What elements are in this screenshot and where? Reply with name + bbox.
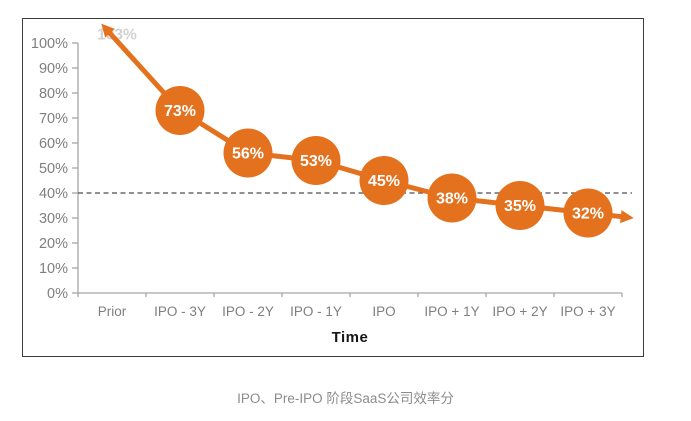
x-category-label: IPO + 2Y xyxy=(492,304,547,319)
data-point-label: 45% xyxy=(368,173,400,190)
data-point-label: 56% xyxy=(232,146,264,163)
x-category-label: IPO + 3Y xyxy=(560,304,615,319)
y-tick-label: 30% xyxy=(39,211,68,227)
data-point-bubble xyxy=(291,136,341,185)
y-tick-label: 90% xyxy=(39,61,68,77)
y-tick-label: 60% xyxy=(39,136,68,152)
trend-arrowhead xyxy=(620,210,634,224)
data-point-bubble xyxy=(563,188,613,238)
y-tick-label: 40% xyxy=(39,186,68,202)
data-point-bubble xyxy=(359,156,409,205)
trend-arrowhead xyxy=(101,23,115,38)
y-tick-label: 70% xyxy=(39,111,68,127)
data-point-bubble xyxy=(223,128,273,178)
x-category-label: IPO xyxy=(372,304,395,319)
y-tick-label: 0% xyxy=(47,286,68,302)
data-point-bubble xyxy=(155,86,205,135)
y-tick-label: 10% xyxy=(39,261,68,277)
data-point-bubble xyxy=(495,181,545,230)
x-category-label: IPO + 1Y xyxy=(424,304,479,319)
figure-caption: IPO、Pre-IPO 阶段SaaS公司效率分 xyxy=(237,391,454,406)
x-category-label: IPO - 2Y xyxy=(222,304,274,319)
x-category-label: IPO - 3Y xyxy=(154,304,206,319)
y-tick-label: 80% xyxy=(39,86,68,102)
x-axis-title: Time xyxy=(331,329,369,346)
x-category-label: Prior xyxy=(98,304,127,319)
data-point-label: 32% xyxy=(572,206,604,223)
data-point-bubble xyxy=(427,173,477,223)
y-tick-label: 50% xyxy=(39,161,68,177)
chart-frame xyxy=(22,18,644,357)
data-point-label: 38% xyxy=(436,191,468,208)
y-tick-label: 20% xyxy=(39,236,68,252)
data-point-label: 35% xyxy=(504,198,536,215)
data-point-label: 53% xyxy=(300,153,332,170)
x-category-label: IPO - 1Y xyxy=(290,304,342,319)
trend-line xyxy=(106,30,625,220)
y-tick-label: 100% xyxy=(31,36,68,52)
data-point-label: 73% xyxy=(164,103,196,120)
